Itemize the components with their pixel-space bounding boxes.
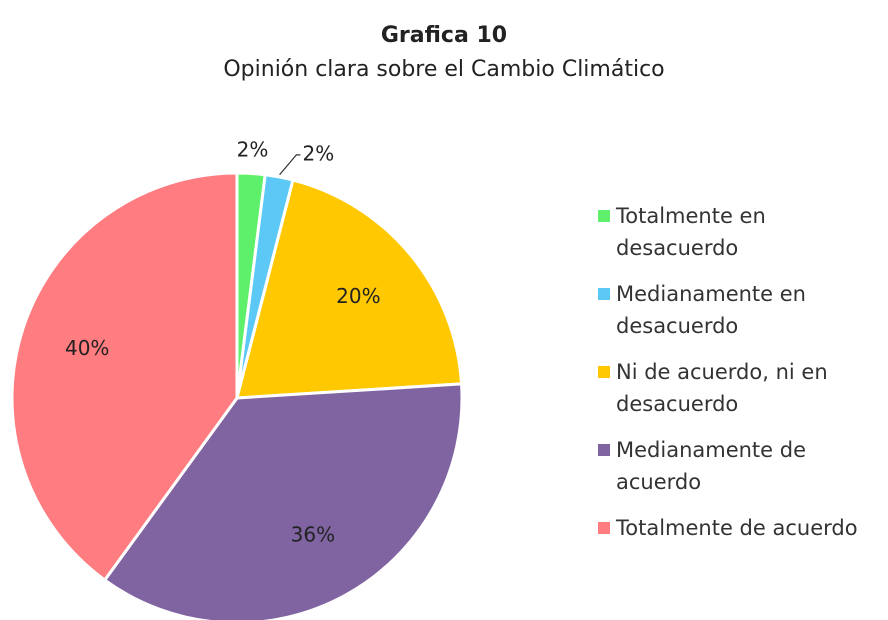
legend-item: Ni de acuerdo, ni en desacuerdo [598,356,868,420]
chart-title: Grafica 10 [381,23,507,48]
legend-swatch [598,522,610,534]
legend-label: Medianamente de acuerdo [616,438,807,494]
chart-subtitle: Opinión clara sobre el Cambio Climático [223,57,664,82]
data-label: 36% [291,523,335,547]
pie-slice [10,171,239,583]
legend-item: Totalmente en desacuerdo [598,200,868,264]
data-label: 2% [303,141,335,165]
legend-swatch [598,210,610,222]
legend-label: Ni de acuerdo, ni en desacuerdo [616,360,828,416]
data-label: 40% [65,336,109,360]
data-label: 2% [237,137,269,161]
legend-label: Totalmente de acuerdo [616,516,858,540]
legend-swatch [598,288,610,300]
legend-item: Totalmente de acuerdo [598,512,868,544]
legend-item: Medianamente de acuerdo [598,434,868,498]
legend-item: Medianamente en desacuerdo [598,278,868,342]
legend-label: Totalmente en desacuerdo [616,204,766,260]
pie-slice [102,382,464,620]
legend-swatch [598,366,610,378]
legend-label: Medianamente en desacuerdo [616,282,806,338]
legend-swatch [598,444,610,456]
data-label: 20% [336,284,380,308]
legend: Totalmente en desacuerdo Medianamente en … [598,200,868,558]
leader-line [279,154,301,176]
pie-slice [235,178,464,400]
